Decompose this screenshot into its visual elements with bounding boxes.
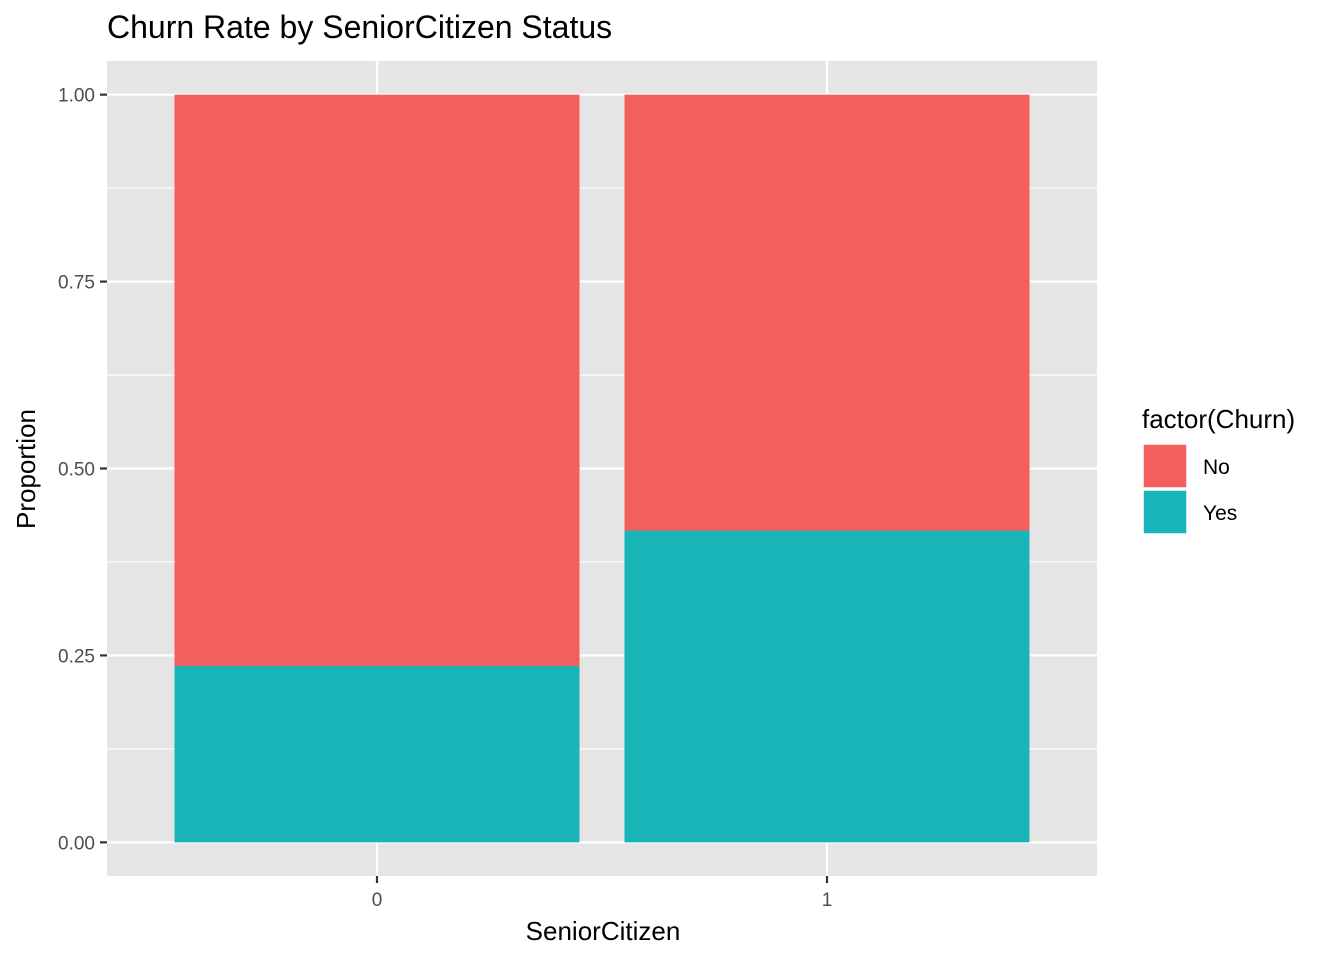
y-tick-label: 0.50 [58, 460, 95, 481]
bar-yes-1 [624, 530, 1030, 843]
y-axis: 0.00 0.25 0.50 0.75 1.00 [58, 86, 107, 854]
legend-title: factor(Churn) [1142, 404, 1295, 434]
y-tick-label: 0.25 [58, 646, 95, 667]
legend-key-yes [1142, 489, 1188, 535]
legend-label-no: No [1203, 456, 1230, 479]
y-axis-title: Proportion [11, 409, 41, 529]
legend: factor(Churn) No Yes [1142, 404, 1295, 535]
y-tick-label: 0.75 [58, 273, 95, 294]
y-tick-label: 1.00 [58, 86, 95, 107]
legend-items: No Yes [1142, 443, 1237, 535]
x-tick-label: 0 [372, 890, 383, 911]
chart-title: Churn Rate by SeniorCitizen Status [107, 9, 612, 45]
bar-yes-0 [174, 665, 580, 843]
legend-label-yes: Yes [1203, 502, 1237, 525]
x-axis-title: SeniorCitizen [526, 916, 681, 946]
bars [174, 94, 1030, 843]
legend-key-no [1142, 443, 1188, 489]
bar-no-1 [624, 94, 1030, 531]
y-tick-label: 0.00 [58, 833, 95, 854]
bar-no-0 [174, 94, 580, 666]
x-tick-label: 1 [822, 890, 833, 911]
